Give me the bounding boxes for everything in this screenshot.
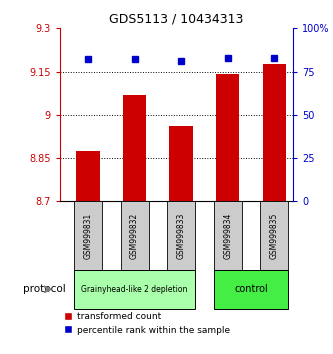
- Bar: [76, 151, 100, 201]
- Text: protocol: protocol: [23, 284, 65, 294]
- Text: Grainyhead-like 2 depletion: Grainyhead-like 2 depletion: [81, 285, 188, 294]
- Text: GSM999832: GSM999832: [130, 212, 139, 259]
- Bar: [260, 201, 288, 270]
- Legend: transformed count, percentile rank within the sample: transformed count, percentile rank withi…: [60, 309, 234, 338]
- Bar: [121, 201, 149, 270]
- Bar: [123, 95, 146, 201]
- Bar: [216, 74, 239, 201]
- Bar: [167, 201, 195, 270]
- Text: GSM999833: GSM999833: [176, 212, 186, 259]
- Bar: [214, 270, 288, 309]
- Bar: [74, 201, 102, 270]
- Bar: [169, 126, 193, 201]
- Text: GSM999831: GSM999831: [83, 212, 93, 259]
- Text: GSM999835: GSM999835: [270, 212, 279, 259]
- Title: GDS5113 / 10434313: GDS5113 / 10434313: [109, 13, 244, 26]
- Text: GSM999834: GSM999834: [223, 212, 232, 259]
- Text: control: control: [234, 284, 268, 294]
- Bar: [263, 64, 286, 201]
- Bar: [214, 201, 242, 270]
- Bar: [74, 270, 195, 309]
